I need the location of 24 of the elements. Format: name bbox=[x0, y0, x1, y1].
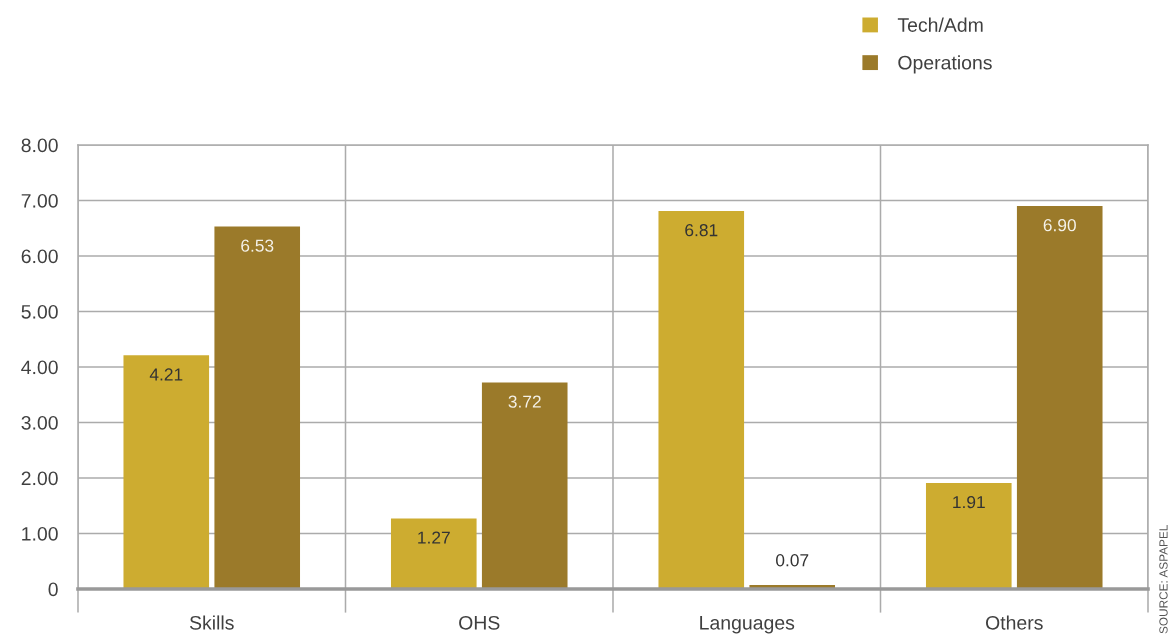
y-tick-label: 4.00 bbox=[21, 360, 58, 375]
x-tick-label: Others bbox=[986, 615, 1043, 630]
data-label: 6.53 bbox=[241, 239, 274, 252]
y-tick-label: 1.00 bbox=[22, 526, 58, 541]
y-tick-label: 7.00 bbox=[21, 193, 58, 208]
data-label: 1.91 bbox=[953, 495, 985, 509]
legend-label: Operations bbox=[898, 55, 992, 74]
data-label: 6.81 bbox=[685, 224, 718, 237]
data-label: 4.21 bbox=[149, 368, 183, 381]
y-tick-label: 8.00 bbox=[21, 138, 58, 153]
source-note: SOURCE: ASPAPEL bbox=[1159, 525, 1168, 634]
x-tick-label: OHS bbox=[459, 615, 500, 630]
data-label: 0.07 bbox=[776, 554, 809, 567]
data-label: 6.90 bbox=[1043, 219, 1076, 232]
x-tick-label: Skills bbox=[189, 615, 234, 630]
y-tick-label: 0 bbox=[48, 582, 58, 597]
y-tick-label: 5.00 bbox=[21, 304, 58, 319]
legend-label: Tech/Adm bbox=[897, 17, 983, 32]
y-tick-label: 2.00 bbox=[21, 471, 58, 486]
x-tick-label: Languages bbox=[700, 616, 795, 634]
y-tick-label: 3.00 bbox=[21, 415, 58, 430]
y-tick-label: 6.00 bbox=[21, 249, 58, 264]
data-label: 1.27 bbox=[418, 531, 450, 544]
data-label: 3.72 bbox=[508, 395, 541, 408]
